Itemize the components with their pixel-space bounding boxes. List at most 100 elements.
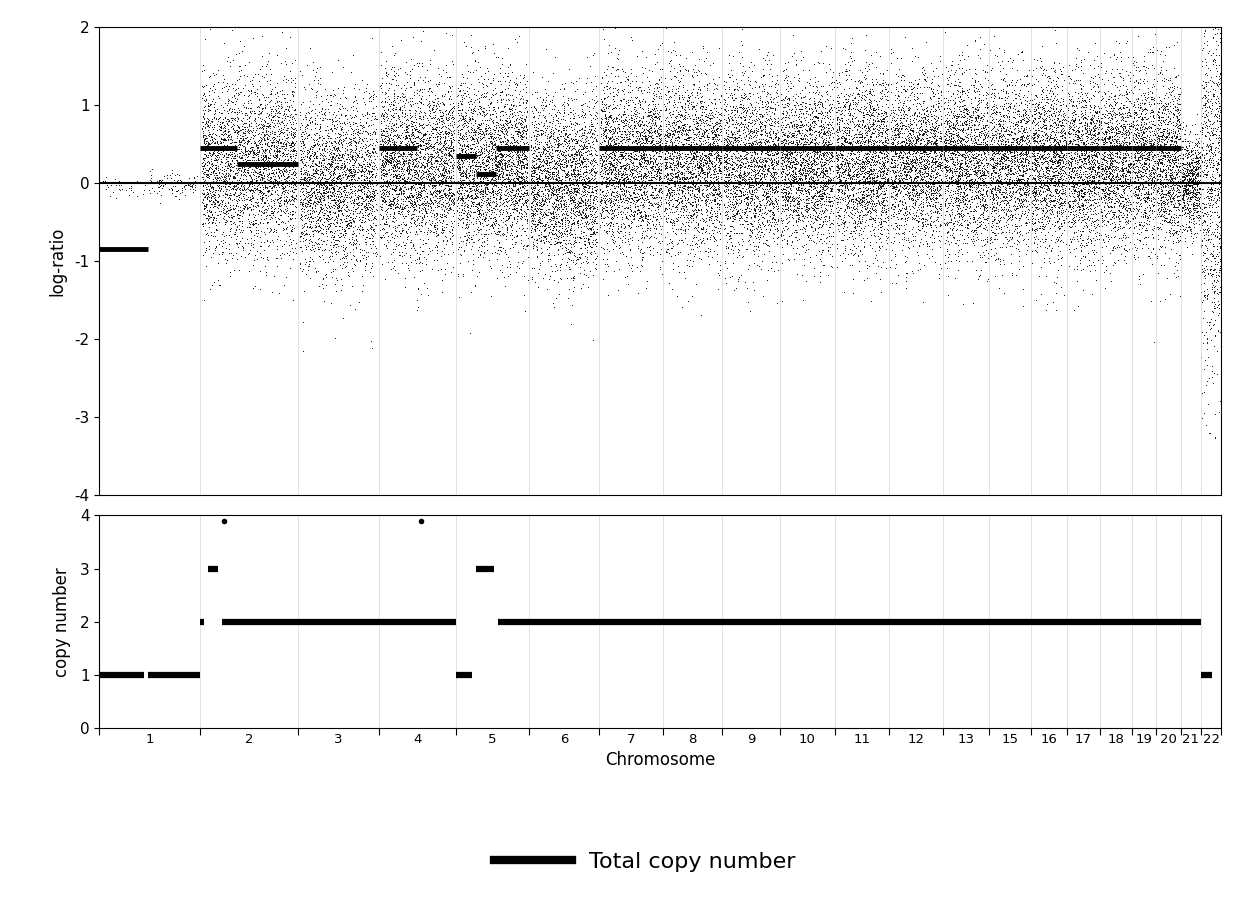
Point bbox=[262, 106, 281, 120]
Point bbox=[527, 178, 547, 193]
Point bbox=[743, 152, 763, 167]
Point bbox=[804, 166, 823, 180]
Point bbox=[895, 206, 915, 220]
Point bbox=[330, 234, 350, 248]
Point bbox=[822, 145, 842, 159]
Point bbox=[997, 231, 1017, 246]
Point bbox=[387, 167, 407, 182]
Point bbox=[740, 180, 760, 195]
Point bbox=[274, 163, 294, 177]
Point bbox=[365, 138, 384, 153]
Point bbox=[839, 146, 859, 160]
Point bbox=[382, 151, 402, 166]
Point bbox=[1121, 207, 1141, 221]
Point bbox=[1075, 52, 1095, 66]
Point bbox=[279, 158, 299, 173]
Point bbox=[202, 216, 222, 230]
Point bbox=[491, 244, 511, 258]
Point bbox=[889, 222, 909, 237]
Point bbox=[678, 211, 698, 226]
Point bbox=[529, 151, 549, 166]
Point bbox=[1166, 155, 1185, 169]
Point bbox=[1102, 122, 1122, 136]
Point bbox=[425, 185, 445, 199]
Point bbox=[399, 161, 419, 176]
Point bbox=[1043, 100, 1063, 115]
Point bbox=[596, 152, 616, 167]
Point bbox=[1023, 182, 1043, 197]
Point bbox=[939, 97, 959, 112]
Point bbox=[883, 197, 903, 211]
Point bbox=[655, 203, 675, 217]
Point bbox=[1121, 156, 1141, 170]
Point bbox=[583, 47, 603, 62]
Point bbox=[1045, 137, 1065, 152]
Point bbox=[1002, 143, 1022, 157]
Point bbox=[1042, 154, 1061, 168]
Point bbox=[900, 136, 920, 150]
Point bbox=[913, 215, 932, 229]
Point bbox=[929, 207, 949, 221]
Point bbox=[575, 76, 595, 90]
Point bbox=[1101, 136, 1121, 150]
Point bbox=[1009, 109, 1029, 124]
Point bbox=[821, 183, 841, 197]
Point bbox=[216, 166, 236, 180]
Point bbox=[796, 274, 816, 288]
Point bbox=[813, 203, 833, 217]
Point bbox=[362, 155, 382, 169]
Point bbox=[925, 141, 945, 156]
Point bbox=[774, 177, 794, 191]
Point bbox=[811, 166, 831, 180]
Point bbox=[1074, 186, 1094, 200]
Point bbox=[1053, 187, 1073, 202]
Point bbox=[743, 154, 763, 168]
Point bbox=[957, 217, 977, 232]
Point bbox=[844, 120, 864, 135]
Point bbox=[867, 148, 887, 163]
Point bbox=[383, 175, 403, 189]
Point bbox=[503, 137, 523, 152]
Point bbox=[1204, 76, 1224, 91]
Point bbox=[1033, 136, 1053, 150]
Point bbox=[910, 86, 930, 100]
Point bbox=[1074, 167, 1094, 181]
Point bbox=[897, 84, 916, 98]
Point bbox=[419, 205, 439, 219]
Point bbox=[857, 171, 877, 186]
Point bbox=[522, 174, 542, 188]
Point bbox=[629, 240, 649, 255]
Point bbox=[622, 181, 642, 196]
Point bbox=[667, 214, 687, 228]
Point bbox=[753, 253, 773, 268]
Point bbox=[388, 187, 408, 201]
Point bbox=[627, 286, 647, 300]
Point bbox=[206, 131, 226, 146]
Point bbox=[439, 193, 459, 207]
Point bbox=[614, 114, 634, 128]
Point bbox=[899, 126, 919, 140]
Point bbox=[837, 156, 857, 170]
Point bbox=[878, 145, 898, 159]
Point bbox=[622, 126, 642, 141]
Point bbox=[610, 164, 630, 178]
Point bbox=[837, 157, 857, 171]
Point bbox=[1107, 150, 1127, 165]
Point bbox=[485, 150, 505, 165]
Point bbox=[247, 121, 267, 136]
Point bbox=[543, 178, 563, 193]
Point bbox=[397, 218, 417, 233]
Point bbox=[977, 188, 997, 203]
Point bbox=[619, 126, 639, 141]
Point bbox=[495, 138, 515, 153]
Point bbox=[329, 104, 348, 118]
Point bbox=[471, 211, 491, 226]
Point bbox=[774, 220, 794, 235]
Point bbox=[1064, 117, 1084, 132]
Point bbox=[334, 251, 353, 266]
Point bbox=[391, 159, 410, 174]
Point bbox=[749, 132, 769, 147]
Point bbox=[856, 161, 875, 176]
Point bbox=[516, 228, 536, 242]
Point bbox=[1085, 144, 1105, 158]
